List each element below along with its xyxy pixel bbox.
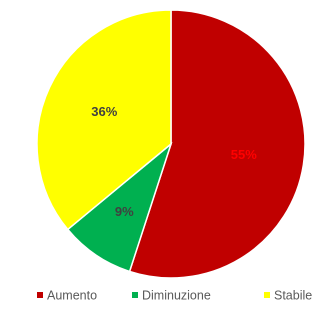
legend-swatch-diminuzione	[132, 292, 138, 298]
legend-label-stabile: Stabile	[274, 288, 312, 302]
legend-label-aumento: Aumento	[47, 288, 97, 302]
pie-slice-aumento	[128, 9, 306, 279]
pie-slice-stabile	[36, 9, 172, 231]
pie-label-aumento: 55%	[231, 147, 257, 162]
pie-label-stabile: 36%	[91, 104, 117, 119]
pie-slice-labels: 55% 9% 36%	[91, 104, 257, 219]
pie-label-diminuzione: 9%	[115, 204, 134, 219]
pie-slices	[36, 9, 306, 279]
legend-label-diminuzione: Diminuzione	[142, 288, 211, 302]
legend-swatch-stabile	[264, 292, 270, 298]
legend-swatch-aumento	[37, 292, 43, 298]
legend: Aumento Diminuzione Stabile	[37, 288, 312, 302]
